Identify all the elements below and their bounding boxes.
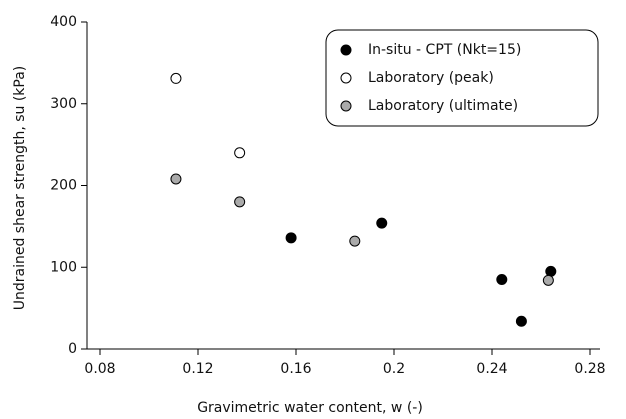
x-tick-label: 0.12 xyxy=(182,361,213,377)
legend-label: Laboratory (ultimate) xyxy=(368,98,518,114)
y-tick-label: 100 xyxy=(50,259,77,275)
point xyxy=(285,232,297,244)
legend-marker xyxy=(340,100,352,112)
point xyxy=(496,274,508,286)
point xyxy=(349,235,361,247)
legend-box xyxy=(325,29,599,127)
y-tick-label: 400 xyxy=(50,14,77,30)
legend-label: In-situ - CPT (Nkt=15) xyxy=(368,42,521,58)
point xyxy=(170,173,182,185)
point xyxy=(234,196,246,208)
y-tick-label: 300 xyxy=(50,96,77,112)
point xyxy=(234,147,246,159)
legend-marker xyxy=(340,44,352,56)
x-tick-label: 0.16 xyxy=(280,361,311,377)
legend-label: Laboratory (peak) xyxy=(368,70,494,86)
point xyxy=(170,72,182,84)
legend-marker xyxy=(340,72,352,84)
x-tick-label: 0.08 xyxy=(84,361,115,377)
y-axis-label: Undrained shear strength, su (kPa) xyxy=(12,66,28,311)
y-tick-label: 0 xyxy=(68,341,77,357)
point xyxy=(545,265,557,277)
point xyxy=(376,217,388,229)
x-axis-label: Gravimetric water content, w (-) xyxy=(197,400,423,416)
x-tick-label: 0.2 xyxy=(383,361,405,377)
point xyxy=(542,274,554,286)
x-tick-label: 0.24 xyxy=(476,361,507,377)
x-tick-label: 0.28 xyxy=(574,361,605,377)
point xyxy=(515,315,527,327)
y-tick-label: 200 xyxy=(50,178,77,194)
